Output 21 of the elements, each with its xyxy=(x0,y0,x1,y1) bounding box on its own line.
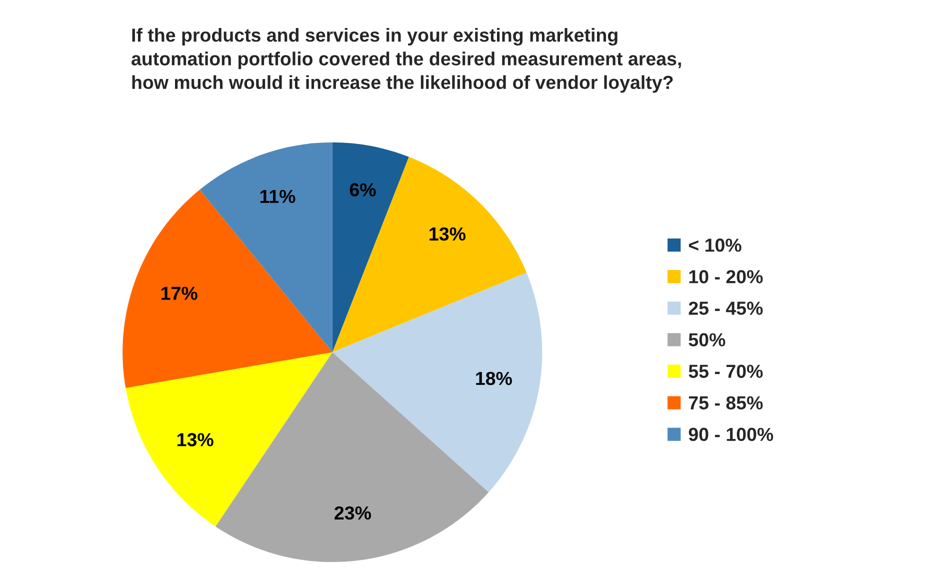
chart-title: If the products and services in your existing marketing automation portfolio covered the desired measurement areas, how much would it increase the likelihood of vendor loyalty? xyxy=(132,28,681,93)
data-label: 23% xyxy=(334,506,371,520)
pie-slice xyxy=(126,352,332,526)
data-label: 13% xyxy=(430,227,466,241)
legend-label: 90 - 100% xyxy=(688,428,774,442)
data-label: 13% xyxy=(178,433,214,446)
pie-slice xyxy=(122,190,332,388)
data-label: 18% xyxy=(476,372,512,386)
legend-label: 50% xyxy=(688,333,726,346)
legend-label: 25 - 45% xyxy=(688,302,763,315)
legend-label: 10 - 20% xyxy=(689,270,763,284)
legend-label: < 10% xyxy=(688,238,742,252)
pie-slice xyxy=(200,142,332,352)
legend-label: 75 - 85% xyxy=(688,396,763,410)
pie-slice xyxy=(332,272,542,492)
legend-label: 55 - 70% xyxy=(688,364,763,378)
pie-slice xyxy=(332,142,409,352)
pie-slice xyxy=(332,156,527,352)
data-label: 6% xyxy=(350,183,376,196)
data-label: 11% xyxy=(260,190,296,204)
data-label: 17% xyxy=(162,286,198,300)
